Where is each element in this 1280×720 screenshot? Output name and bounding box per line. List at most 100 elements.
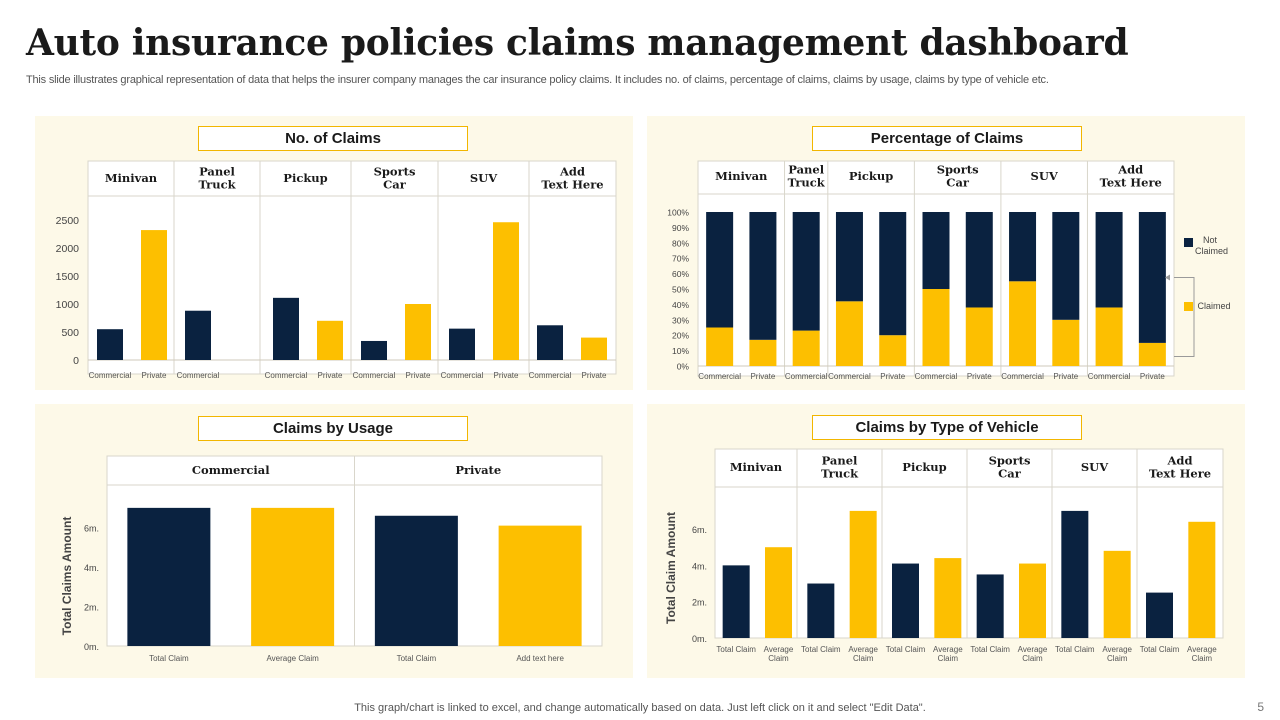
bar-claimed-1 [749,339,777,366]
bar-claimed-0 [706,327,734,366]
claims-count-panel: Minivan Panel Truck Pickup Sports Car SUV Add Te… [35,116,633,390]
group-header-5: Add Text Here [1100,163,1162,190]
y-tick-label: 90% [672,223,689,233]
y-axis-label: Total Claim Amount [664,512,678,624]
y-tick-label: 50% [672,285,689,295]
bar-5 [934,558,962,638]
group-header-3: Sports Car [374,165,416,192]
bar-2 [185,310,211,360]
legend-not-claimed-swatch [1184,238,1193,247]
group-header-2: Pickup [283,171,327,185]
bar-not-claimed-3 [835,212,863,302]
bar-claimed-2 [792,330,820,366]
x-tick-label: Commercial [785,372,828,381]
y-tick-label: 4m. [84,563,99,573]
y-tick-label: 10% [672,346,689,356]
bar-4 [892,563,919,638]
legend-claimed-label: Claimed [1197,301,1231,311]
x-tick-label: Total Claim [149,654,189,663]
claims-vehicle-title: Claims by Type of Vehicle [812,415,1082,440]
x-tick-label: Average Claim [764,645,794,663]
group-header-4: SUV [1031,169,1059,183]
x-tick-label: Average Claim [266,654,319,663]
claims-percent-title: Percentage of Claims [812,126,1082,151]
x-tick-label: Average Claim [848,645,878,663]
bar-3 [498,525,582,646]
claims-percent-chart[interactable]: Minivan Panel Truck Pickup Sports Car SUV Add Te… [647,116,1245,390]
claims-count-chart[interactable]: Minivan Panel Truck Pickup Sports Car SUV Add Te… [35,116,633,390]
bar-7 [1019,563,1046,638]
group-header-5: Add Text Here [541,165,603,192]
y-tick-label: 1500 [56,271,80,283]
x-tick-label: Commercial [1088,372,1131,381]
y-tick-label: 2m. [84,603,99,613]
y-tick-label: 500 [61,327,79,339]
bar-claimed-8 [1052,319,1080,366]
group-header-1: Panel Truck [821,454,859,481]
bar-11 [1188,521,1216,638]
y-axis-label: Total Claims Amount [60,517,74,636]
x-tick-label: Average Claim [1018,645,1048,663]
y-tick-label: 100% [667,208,689,218]
group-header-1: Panel Truck [198,165,236,192]
x-tick-label: Private [142,371,167,380]
bar-1 [141,230,167,360]
legend-connector [1174,276,1195,357]
claims-count-title: No. of Claims [198,126,468,151]
y-tick-label: 1000 [56,299,80,311]
bar-0 [722,565,750,638]
x-tick-label: Private [1053,372,1078,381]
bar-9 [493,222,519,360]
x-tick-label: Total Claim [801,645,841,654]
x-tick-label: Commercial [265,371,308,380]
x-tick-label: Total Claim [1140,645,1180,654]
bar-1 [765,547,792,638]
x-tick-label: Commercial [177,371,220,380]
y-tick-label: 6m. [84,524,99,534]
legend-claimed-swatch [1184,302,1193,311]
group-header-1: Private [455,463,501,477]
page-subtitle: This slide illustrates graphical represe… [26,74,1049,86]
x-tick-label: Private [880,372,905,381]
bar-0 [127,507,211,646]
group-header-3: Sports Car [937,163,979,190]
bar-not-claimed-6 [965,212,993,308]
x-tick-label: Commercial [89,371,132,380]
bar-not-claimed-5 [922,212,950,289]
bar-not-claimed-7 [1009,212,1037,282]
y-tick-label: 80% [672,238,689,248]
bar-not-claimed-9 [1095,212,1123,308]
bar-8 [1061,510,1089,638]
x-tick-label: Total Claim [886,645,926,654]
bar-not-claimed-1 [749,212,777,340]
y-tick-label: 4m. [692,561,707,571]
y-tick-label: 30% [672,315,689,325]
x-tick-label: Total Claim [970,645,1010,654]
legend-arrow [1165,274,1170,281]
bar-9 [1103,550,1131,638]
y-tick-label: 0m. [84,642,99,652]
bar-not-claimed-0 [706,212,734,328]
legend-not-claimed-label: Not Claimed [1195,235,1229,256]
x-tick-label: Commercial [529,371,572,380]
group-header-1: Panel Truck [788,163,826,190]
x-tick-label: Commercial [441,371,484,380]
chart-frame [714,448,1224,639]
y-tick-label: 6m. [692,525,707,535]
group-header-0: Minivan [105,171,158,185]
claims-usage-chart[interactable]: Commercial Private 0m. 2m. 4m. 6m. Total Claim… [35,404,633,678]
x-tick-label: Average Claim [1187,645,1217,663]
y-tick-label: 2500 [56,215,80,227]
x-tick-label: Average Claim [933,645,963,663]
y-tick-label: 20% [672,331,689,341]
group-header-5: Add Text Here [1149,454,1211,481]
claims-vehicle-chart[interactable]: Minivan Panel Truck Pickup Sports Car SUV Add Te… [647,404,1245,678]
bar-2 [374,515,458,646]
group-header-2: Pickup [849,169,893,183]
group-header-2: Pickup [902,460,946,474]
claims-usage-panel: Commercial Private 0m. 2m. 4m. 6m. Total Claim… [35,404,633,678]
x-tick-label: Commercial [1001,372,1044,381]
bar-6 [976,574,1004,638]
y-tick-label: 2m. [692,598,707,608]
claims-usage-title: Claims by Usage [198,416,468,441]
